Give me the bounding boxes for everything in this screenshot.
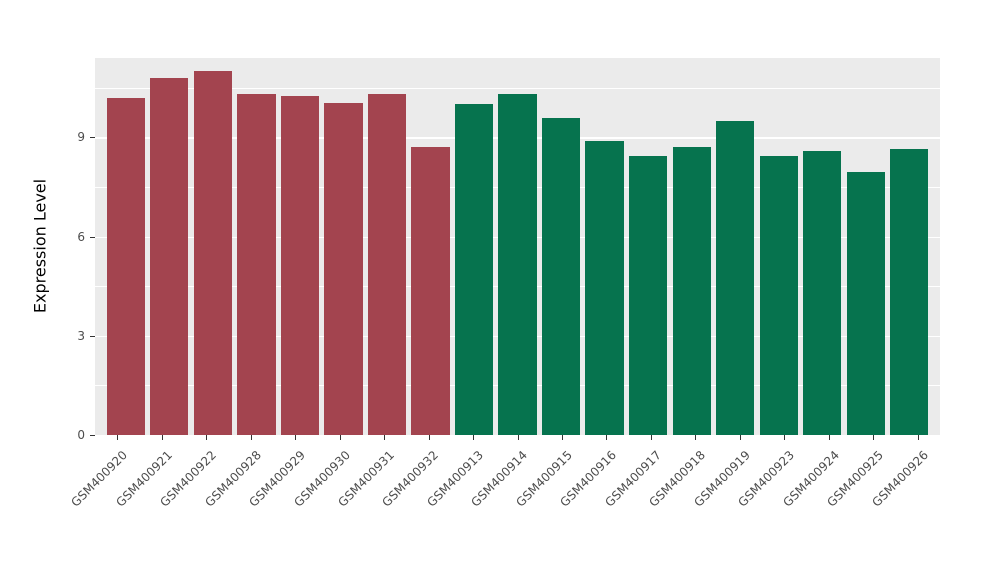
bar-slot <box>365 58 409 435</box>
x-tick-mark <box>917 435 919 440</box>
bar-slot <box>626 58 670 435</box>
plot-panel <box>95 58 940 437</box>
bar-GSM400921 <box>150 77 189 435</box>
bar-slot <box>235 58 279 435</box>
y-tick-mark <box>90 435 95 436</box>
bar-GSM400925 <box>846 172 885 435</box>
bar-slot <box>452 58 496 435</box>
y-tick-mark <box>90 137 95 139</box>
bar-GSM400918 <box>672 147 711 435</box>
bar-slot <box>844 58 888 435</box>
x-tick-mark <box>384 435 386 440</box>
x-tick-mark <box>117 435 119 440</box>
x-tick-mark <box>161 435 163 440</box>
x-tick-mark <box>206 435 208 440</box>
y-tick-mark <box>90 236 95 238</box>
bar-GSM400931 <box>367 94 407 435</box>
y-tick-label: 9 <box>77 130 85 145</box>
bar-slot <box>148 58 192 435</box>
bars-container <box>95 58 940 435</box>
bar-slot <box>104 58 148 435</box>
bar-slot <box>757 58 801 435</box>
bar-slot <box>322 58 366 435</box>
x-tick-mark <box>250 435 252 440</box>
gridline-minor <box>95 87 940 89</box>
bar-GSM400913 <box>454 104 494 435</box>
y-tick-label: 6 <box>77 229 85 244</box>
bar-GSM400929 <box>280 96 320 435</box>
bar-GSM400920 <box>106 97 145 435</box>
x-tick-mark <box>873 435 875 440</box>
bar-GSM400914 <box>498 94 537 435</box>
x-tick-mark <box>517 435 519 440</box>
x-tick-mark <box>428 435 430 440</box>
bar-slot <box>888 58 932 435</box>
bar-GSM400923 <box>759 155 798 435</box>
x-tick-label: GSM400926 <box>869 448 931 510</box>
bar-GSM400924 <box>803 150 842 435</box>
x-tick-mark <box>606 435 608 440</box>
bar-slot <box>583 58 627 435</box>
x-tick-mark <box>784 435 786 440</box>
bar-slot <box>801 58 845 435</box>
x-tick-mark <box>828 435 830 440</box>
bar-slot <box>496 58 540 435</box>
bar-slot <box>539 58 583 435</box>
x-tick-mark <box>339 435 341 440</box>
bar-slot <box>278 58 322 435</box>
bar-GSM400916 <box>585 140 624 435</box>
x-tick-mark <box>739 435 741 440</box>
bar-GSM400932 <box>411 147 450 435</box>
bar-slot <box>191 58 235 435</box>
bar-GSM400926 <box>890 148 929 435</box>
x-tick-mark <box>695 435 697 440</box>
bar-GSM400928 <box>237 94 276 435</box>
bar-GSM400917 <box>628 155 668 435</box>
bar-GSM400930 <box>324 102 363 435</box>
x-tick-mark <box>473 435 475 440</box>
x-tick-label-anchor: GSM400926 <box>731 444 931 510</box>
x-tick-mark <box>650 435 652 440</box>
y-tick-label: 3 <box>77 328 85 343</box>
x-tick-mark <box>295 435 297 440</box>
bar-GSM400922 <box>193 71 232 435</box>
bar-slot <box>670 58 714 435</box>
bar-slot <box>409 58 453 435</box>
bar-slot <box>713 58 757 435</box>
y-axis-title: Expression Level <box>30 178 50 314</box>
y-tick-label: 0 <box>77 428 85 442</box>
y-tick-mark <box>90 335 95 337</box>
x-tick-mark <box>561 435 563 440</box>
bar-GSM400915 <box>541 117 581 435</box>
bar-GSM400919 <box>716 120 755 435</box>
